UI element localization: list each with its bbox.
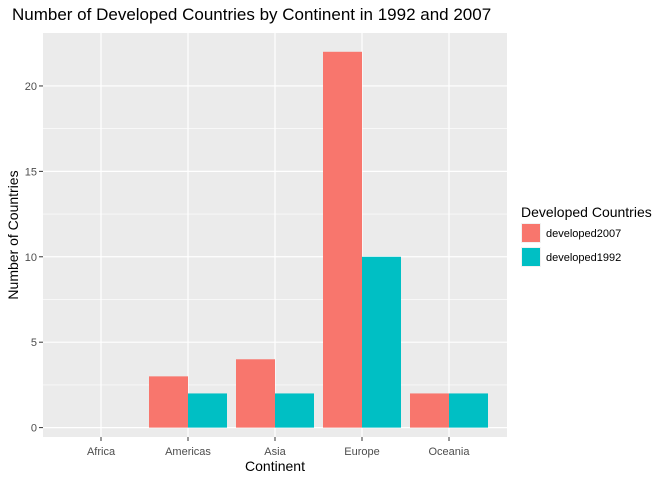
x-axis-ticks: Africa Americas Asia Europe Oceania: [87, 437, 470, 458]
y-axis-title: Number of Countries: [5, 170, 21, 299]
gridlines: [43, 33, 507, 437]
bars: [149, 51, 488, 428]
x-tick-label: Oceania: [429, 446, 471, 458]
legend-swatch-developed1992: [522, 248, 540, 266]
x-tick-label: Asia: [264, 446, 286, 458]
legend-label-developed1992: developed1992: [546, 252, 621, 264]
x-tick-label: Europe: [344, 446, 379, 458]
bar-developed2007-oceania: [410, 393, 449, 428]
y-tick-label: 10: [25, 252, 37, 264]
y-tick-label: 15: [25, 166, 37, 178]
chart-title: Number of Developed Countries by Contine…: [12, 5, 491, 24]
legend-swatch-developed2007: [522, 224, 540, 242]
x-axis-title: Continent: [245, 458, 305, 474]
y-axis-ticks: 0 5 10 15 20: [25, 81, 43, 435]
x-tick-label: Africa: [87, 446, 116, 458]
y-tick-label: 5: [31, 337, 37, 349]
bar-developed1992-europe: [362, 256, 401, 428]
bar-developed2007-europe: [323, 51, 362, 428]
legend-items: developed2007 developed1992: [521, 223, 621, 267]
x-tick-label: Americas: [165, 446, 211, 458]
bar-developed1992-americas: [188, 393, 227, 428]
legend-title: Developed Countries: [521, 204, 652, 220]
bar-developed2007-americas: [149, 376, 188, 428]
legend: Developed Countries developed2007develop…: [521, 204, 652, 267]
legend-label-developed2007: developed2007: [546, 228, 621, 240]
bar-developed1992-oceania: [449, 393, 488, 428]
y-tick-label: 0: [31, 423, 37, 435]
y-tick-label: 20: [25, 81, 37, 93]
bar-developed2007-asia: [236, 359, 275, 428]
bar-developed1992-asia: [275, 393, 314, 428]
